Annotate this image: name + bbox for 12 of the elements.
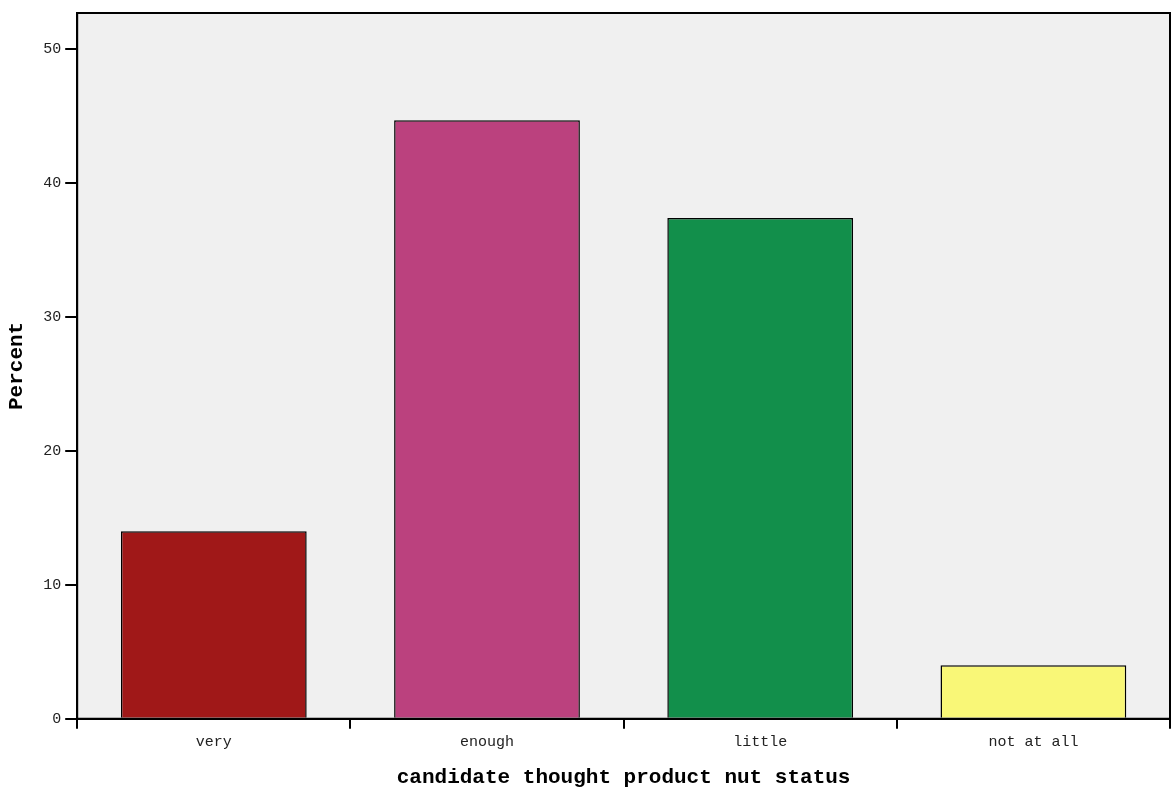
y-tick-label: 40 [43,175,62,193]
y-tick-label: 50 [43,41,62,59]
y-tick-label: 30 [43,308,62,326]
x-axis-title: candidate thought product nut status [396,765,851,789]
x-tick-label: very [195,733,232,751]
x-tick-label: little [733,733,788,751]
y-tick-label: 0 [52,710,62,728]
y-axis-title: Percent [4,321,28,411]
x-tick-label: not at all [988,733,1079,751]
x-tick-label: enough [459,733,515,751]
y-tick-label: 10 [43,576,62,594]
y-tick-label: 20 [43,442,62,460]
